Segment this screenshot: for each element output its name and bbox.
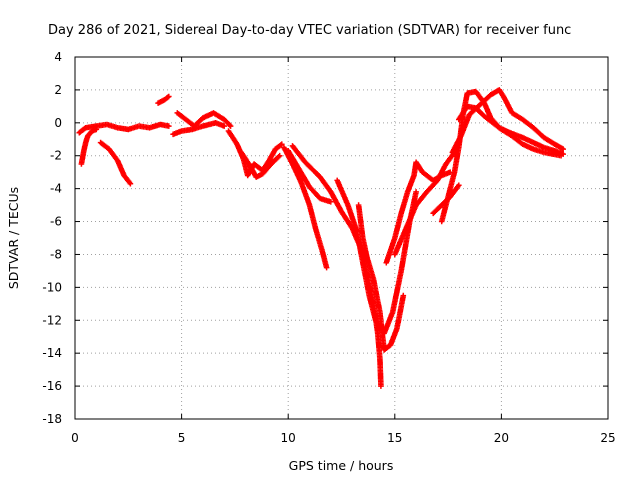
series-track-19 (456, 103, 564, 159)
data-point (277, 142, 284, 148)
y-tick-label: -6 (50, 215, 62, 229)
data-point (279, 141, 285, 147)
plot-frame (74, 56, 609, 420)
series-track-15 (392, 139, 462, 258)
data-point (413, 189, 419, 195)
data-point (226, 122, 233, 128)
data-point (328, 199, 334, 205)
y-tick-label: -4 (50, 182, 62, 196)
data-point (275, 154, 282, 160)
series-track-5 (174, 110, 234, 129)
series-track-9 (281, 144, 330, 271)
series-track-17 (438, 88, 566, 225)
series-track-4 (155, 93, 172, 106)
data-point (560, 146, 566, 152)
axis-ticks (74, 56, 609, 420)
y-tick-label: -14 (42, 346, 62, 360)
series-track-6 (170, 120, 227, 138)
data-point (166, 123, 172, 129)
series-track-10 (285, 148, 334, 205)
data-point (221, 123, 227, 129)
data-point (164, 94, 171, 101)
series-track-2 (76, 121, 172, 136)
y-tick-label: -8 (50, 247, 62, 261)
y-tick-labels: 4 2 0 -2 -4 -6 -8 -10 -12 -14 -16 -18 (42, 50, 62, 426)
y-tick-label: -12 (42, 313, 62, 327)
series-track-8 (238, 149, 283, 180)
data-point (323, 264, 330, 271)
y-axis-label: SDTVAR / TECUs (6, 187, 21, 289)
y-tick-label: -16 (42, 379, 62, 393)
series-track-12 (334, 177, 419, 337)
data-point (227, 123, 234, 129)
chart-title: Day 286 of 2021, Sidereal Day-to-day VTE… (48, 23, 571, 38)
x-tick-label: 5 (178, 431, 186, 445)
data-points (76, 87, 566, 389)
data-point (558, 152, 564, 159)
y-tick-label: 2 (54, 83, 62, 97)
series-track-13 (355, 202, 407, 353)
y-tick-label: 4 (54, 50, 62, 64)
data-point (276, 152, 283, 159)
x-tick-label: 10 (281, 431, 296, 445)
series-track-1 (78, 126, 100, 167)
series-track-3 (97, 139, 134, 187)
x-tick-label: 20 (494, 431, 509, 445)
data-point (400, 292, 407, 299)
data-point (378, 383, 384, 389)
x-tick-labels: 0 5 10 15 20 25 (71, 431, 615, 445)
data-point (166, 93, 172, 100)
series-track-14 (383, 159, 453, 266)
data-point (456, 182, 462, 189)
grid (75, 57, 608, 419)
x-tick-label: 25 (600, 431, 615, 445)
x-axis-label: GPS time / hours (289, 458, 394, 473)
series-track-18 (449, 87, 566, 156)
x-tick-label: 0 (71, 431, 79, 445)
y-tick-label: -2 (50, 149, 62, 163)
y-tick-label: -10 (42, 280, 62, 294)
data-point (127, 180, 134, 187)
x-tick-label: 15 (387, 431, 402, 445)
y-tick-label: -18 (42, 412, 62, 426)
y-tick-label: 0 (54, 116, 62, 130)
